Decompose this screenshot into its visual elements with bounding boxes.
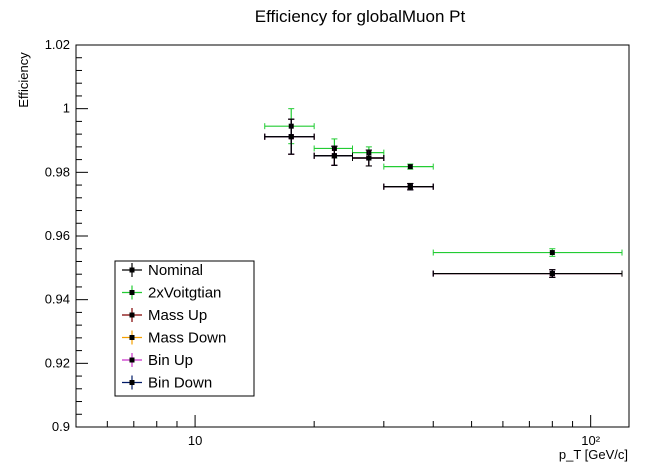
legend: Nominal 2xVoitgtian Mass Up Mass Down Bin Up… <box>114 260 255 397</box>
y-tick-label: 0.98 <box>45 164 70 179</box>
data-point <box>331 153 337 159</box>
y-tick-label: 0.92 <box>45 355 70 370</box>
legend-marker-point <box>129 267 135 273</box>
x-axis-label: p_T [GeV/c] <box>559 447 628 462</box>
legend-marker-point <box>129 335 135 340</box>
y-tick-label: 0.96 <box>45 228 70 243</box>
y-tick-label: 1 <box>63 101 70 116</box>
legend-label: Bin Up <box>148 352 193 369</box>
legend-label: Mass Down <box>148 330 226 347</box>
data-point <box>549 271 555 277</box>
series-nominal <box>264 118 623 278</box>
series-2xvoitgtian <box>264 108 623 257</box>
data-marks <box>264 108 623 278</box>
y-tick-label: 1.02 <box>45 37 70 52</box>
data-point <box>407 164 413 170</box>
y-tick-label: 0.94 <box>45 292 70 307</box>
legend-box <box>114 260 255 397</box>
x-tick-label: 10² <box>581 433 600 448</box>
chart-title: Efficiency for globalMuon Pt <box>255 7 466 26</box>
series-bin-up <box>264 118 623 278</box>
legend-marker-point <box>129 290 135 295</box>
series-bin-down <box>264 118 623 278</box>
legend-label: Bin Down <box>148 375 212 392</box>
legend-marker-point <box>129 312 135 318</box>
data-point <box>549 250 555 256</box>
legend-marker-point <box>129 357 135 363</box>
data-point <box>407 184 413 190</box>
legend-marker-point <box>129 380 135 385</box>
legend-label: 2xVoitgtian <box>148 285 221 302</box>
y-axis-label: Efficiency <box>16 52 31 108</box>
y-tick-label: 0.9 <box>52 419 70 434</box>
x-tick-label: 10 <box>188 433 202 448</box>
legend-label: Nominal <box>148 262 203 279</box>
data-point <box>366 155 372 161</box>
series-mass-up <box>264 118 623 278</box>
legend-label: Mass Up <box>148 307 207 324</box>
data-point <box>288 134 294 140</box>
series-mass-down <box>264 118 623 278</box>
